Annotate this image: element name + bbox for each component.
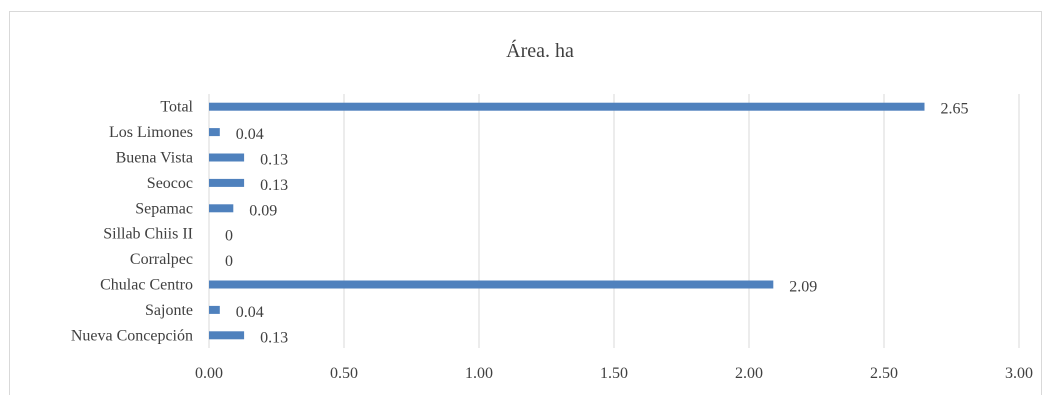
data-label: 2.65	[941, 101, 969, 118]
x-tick-label: 0.00	[195, 365, 223, 382]
x-tick-label: 1.00	[465, 365, 493, 382]
category-label: Corralpec	[130, 251, 193, 268]
x-tick-label: 0.50	[330, 365, 358, 382]
category-label: Buena Vista	[116, 150, 193, 167]
x-tick-label: 2.00	[735, 365, 763, 382]
category-label: Sepamac	[135, 200, 193, 217]
bar	[209, 102, 925, 111]
category-label: Chulac Centro	[100, 277, 193, 294]
bar	[209, 178, 245, 187]
data-label: 0.04	[236, 304, 264, 321]
data-label: 0	[225, 228, 233, 245]
data-label: 0	[225, 253, 233, 270]
data-label: 0.13	[260, 177, 288, 194]
category-labels: Total Los Limones Buena Vista Seococ Sepamac…	[71, 99, 194, 345]
bar	[209, 331, 245, 340]
gridlines	[208, 94, 1020, 348]
x-tick-labels: 0.00 0.50 1.00 1.50 2.00 2.50 3.00	[195, 365, 1033, 382]
bar	[209, 280, 774, 289]
x-tick-label: 1.50	[600, 365, 628, 382]
bar	[209, 128, 220, 137]
data-label: 0.09	[249, 202, 277, 219]
bars	[209, 102, 925, 340]
category-label: Los Limones	[109, 124, 193, 141]
data-label: 2.09	[789, 279, 817, 296]
data-label: 0.04	[236, 126, 264, 143]
category-label: Nueva Concepción	[71, 327, 193, 344]
category-label: Sillab Chiis II	[103, 226, 193, 243]
category-label: Sajonte	[145, 302, 193, 319]
bar	[209, 153, 245, 162]
category-label: Seococ	[147, 175, 193, 192]
data-label: 0.13	[260, 152, 288, 169]
chart-title: Área. ha	[506, 39, 574, 62]
chart-frame	[9, 11, 1042, 395]
x-tick-label: 3.00	[1005, 365, 1033, 382]
x-tick-label: 2.50	[870, 365, 898, 382]
category-label: Total	[160, 99, 193, 116]
bar	[209, 204, 234, 213]
data-label: 0.13	[260, 329, 288, 346]
bar	[209, 305, 220, 314]
data-labels: 2.65 0.04 0.13 0.13 0.09 0 0 2.09 0.04 0.13	[225, 101, 969, 347]
